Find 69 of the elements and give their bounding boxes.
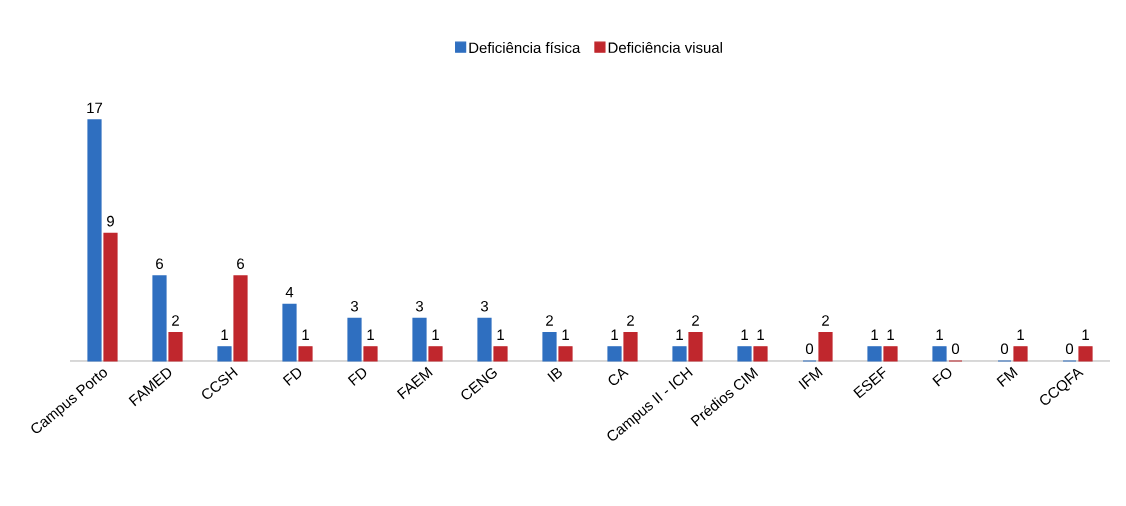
- data-label: 1: [611, 329, 618, 340]
- data-label: 2: [627, 315, 634, 326]
- data-label: 3: [480, 300, 489, 312]
- bar: [688, 332, 703, 362]
- bar: [932, 346, 947, 362]
- data-label: 1: [432, 329, 439, 340]
- bar: [672, 346, 687, 362]
- x-tick-label: FM: [996, 366, 1018, 387]
- bar: [363, 346, 378, 362]
- bar: [103, 232, 118, 362]
- legend-label: Deficiência visual: [608, 41, 722, 53]
- data-label: 1: [757, 329, 764, 340]
- data-label: 2: [172, 315, 179, 326]
- bar: [428, 346, 443, 362]
- data-label: 6: [237, 258, 244, 269]
- data-label: 0: [805, 343, 814, 355]
- data-label: 1: [871, 329, 878, 340]
- bar: [493, 346, 508, 362]
- bar: [542, 332, 557, 362]
- bar: [737, 346, 752, 362]
- bar: [1013, 346, 1028, 362]
- data-label: 0: [951, 343, 960, 355]
- data-label: 3: [415, 300, 424, 312]
- bar: [883, 346, 898, 362]
- data-label: 1: [221, 329, 228, 340]
- data-label: 6: [156, 258, 163, 269]
- bar: [412, 317, 427, 362]
- data-label: 2: [546, 315, 553, 326]
- bar: [217, 346, 232, 362]
- data-label: 2: [822, 315, 829, 326]
- data-label: 2: [692, 315, 699, 326]
- bar: [818, 332, 833, 362]
- data-label: 4: [285, 287, 294, 298]
- data-label: 1: [1082, 329, 1089, 340]
- x-tick-label: FD: [347, 368, 367, 386]
- bar: [477, 317, 492, 362]
- data-label: 1: [936, 329, 943, 340]
- bar: [558, 346, 573, 362]
- bar: [168, 332, 183, 362]
- data-label: 1: [367, 329, 374, 340]
- x-tick-label: IFM: [798, 366, 823, 390]
- data-label: 0: [1065, 343, 1074, 355]
- data-label: 1: [1017, 329, 1024, 340]
- data-label: 1: [562, 329, 569, 340]
- legend-label: Deficiência física: [469, 41, 581, 54]
- bar: [347, 317, 362, 362]
- data-label: 1: [887, 329, 894, 340]
- bar: [233, 275, 248, 362]
- data-label: 1: [741, 329, 748, 340]
- x-tick-label: FO: [932, 368, 952, 387]
- data-label: 3: [350, 300, 358, 312]
- bar: [152, 275, 167, 362]
- bar: [1078, 346, 1093, 362]
- data-label: 9: [107, 215, 114, 227]
- data-label: 17: [87, 102, 103, 113]
- bar: [623, 332, 638, 362]
- data-label: 0: [1000, 343, 1009, 355]
- bar: [607, 346, 622, 362]
- data-label: 1: [302, 329, 309, 340]
- bar: [87, 119, 102, 362]
- x-tick-label: CA: [608, 368, 629, 386]
- bar: [282, 303, 297, 362]
- bar: [867, 346, 882, 362]
- data-label: 1: [676, 329, 683, 340]
- x-tick-label: IB: [547, 367, 562, 383]
- x-tick-label: FD: [282, 368, 302, 386]
- data-label: 1: [497, 329, 504, 340]
- bar: [298, 346, 313, 362]
- bar: [753, 346, 768, 362]
